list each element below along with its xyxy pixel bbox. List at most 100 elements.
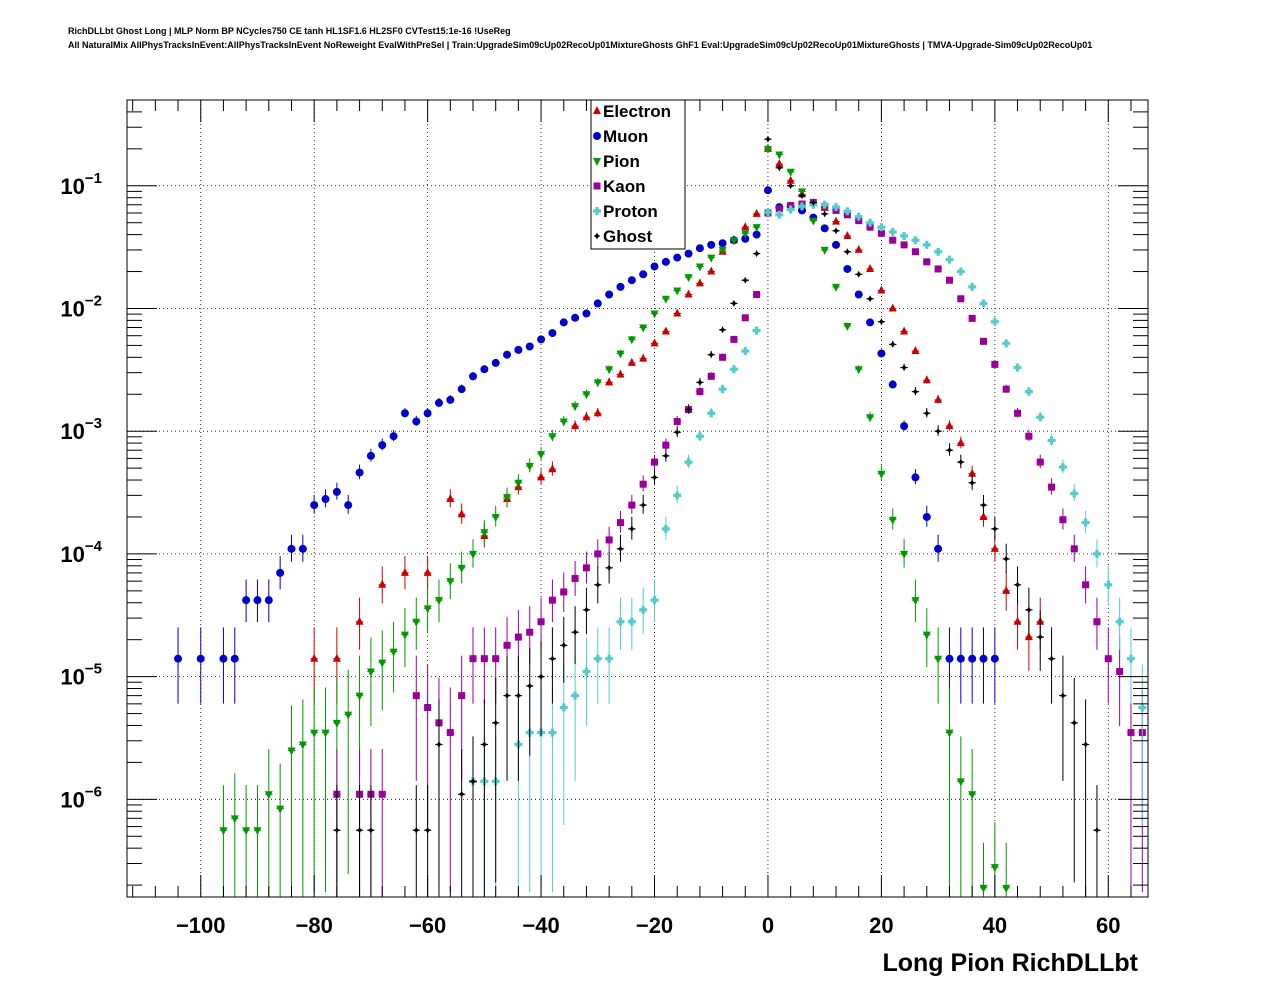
y-tick-label: 10−6 — [60, 783, 102, 812]
data-point — [979, 654, 988, 663]
data-point — [651, 473, 659, 481]
data-point — [594, 581, 602, 589]
data-point — [1036, 458, 1044, 466]
data-point — [684, 458, 693, 467]
legend-label-kaon: Kaon — [603, 177, 646, 196]
data-point — [684, 249, 693, 258]
data-point — [230, 654, 239, 663]
data-point — [616, 350, 625, 359]
data-point — [900, 364, 908, 372]
data-point — [866, 414, 875, 423]
data-point — [333, 826, 341, 834]
data-point — [877, 223, 886, 232]
data-point — [276, 805, 285, 814]
data-point — [480, 365, 489, 374]
legend-label-pion: Pion — [603, 152, 640, 171]
data-point — [832, 216, 841, 225]
data-point — [889, 236, 897, 244]
data-point — [582, 667, 591, 676]
data-point — [412, 618, 421, 627]
data-point — [900, 422, 909, 431]
header-line-2: All NaturalMix AllPhysTracksInEvent:AllP… — [68, 40, 1093, 50]
data-point — [1048, 483, 1056, 491]
data-point — [219, 827, 228, 836]
data-point — [1014, 581, 1022, 589]
data-point — [945, 729, 954, 738]
data-point — [571, 691, 580, 700]
data-point — [412, 826, 420, 834]
data-point — [1070, 719, 1078, 727]
data-point — [332, 487, 341, 496]
data-point — [775, 159, 784, 168]
data-point — [752, 208, 761, 217]
data-point — [616, 617, 625, 626]
legend-marker-muon — [593, 132, 601, 140]
legend-label-ghost: Ghost — [603, 227, 652, 246]
data-point — [718, 239, 727, 248]
data-point — [1127, 729, 1135, 737]
data-point — [809, 199, 817, 207]
data-point — [922, 375, 931, 384]
data-point — [219, 654, 228, 663]
data-point — [469, 655, 477, 663]
data-point — [616, 545, 624, 553]
data-point — [1092, 549, 1101, 558]
data-point — [945, 421, 954, 430]
data-point — [525, 342, 534, 351]
data-point — [605, 377, 614, 386]
data-point — [696, 378, 704, 386]
data-point — [729, 365, 738, 374]
data-point — [389, 432, 398, 441]
data-point — [957, 295, 965, 303]
data-point — [673, 491, 682, 500]
legend: Electron Muon Pion Kaon Proton Ghost — [590, 99, 686, 250]
data-point — [1059, 692, 1067, 700]
data-point — [673, 253, 682, 262]
data-point — [854, 290, 863, 299]
data-point — [571, 313, 580, 322]
data-point — [378, 659, 387, 668]
data-point — [196, 654, 205, 663]
data-point — [854, 244, 863, 253]
data-point — [854, 212, 863, 221]
data-point — [923, 258, 931, 266]
x-tick-label: −20 — [636, 913, 673, 938]
data-point — [1082, 740, 1090, 748]
data-point — [434, 398, 443, 407]
legend-marker-proton — [593, 207, 602, 215]
data-point — [412, 417, 421, 426]
data-point — [832, 283, 841, 292]
data-point — [1070, 489, 1079, 498]
data-point — [446, 729, 454, 737]
data-point — [990, 654, 999, 663]
data-point — [1116, 668, 1124, 676]
data-point — [503, 350, 512, 359]
data-point — [1104, 655, 1112, 663]
data-point — [661, 326, 670, 335]
data-point — [514, 633, 522, 641]
data-point — [719, 353, 727, 361]
data-point — [559, 318, 568, 327]
data-point — [582, 606, 590, 614]
data-point — [968, 654, 977, 663]
data-point — [718, 385, 727, 394]
data-point — [695, 432, 704, 441]
data-point — [1059, 516, 1067, 524]
data-point — [321, 729, 330, 738]
data-point — [526, 628, 534, 636]
data-point — [764, 135, 772, 143]
data-point — [525, 463, 534, 472]
data-point — [832, 203, 841, 212]
data-point — [1082, 581, 1090, 589]
data-point — [786, 205, 795, 214]
data-point — [787, 202, 795, 210]
data-point — [707, 254, 716, 263]
data-point — [968, 479, 976, 487]
data-point — [366, 451, 375, 460]
data-point — [968, 468, 977, 477]
data-point — [639, 480, 647, 488]
y-tick-label: 10−4 — [60, 538, 102, 567]
data-point — [763, 208, 772, 217]
data-point — [661, 524, 670, 533]
data-point — [355, 616, 364, 625]
